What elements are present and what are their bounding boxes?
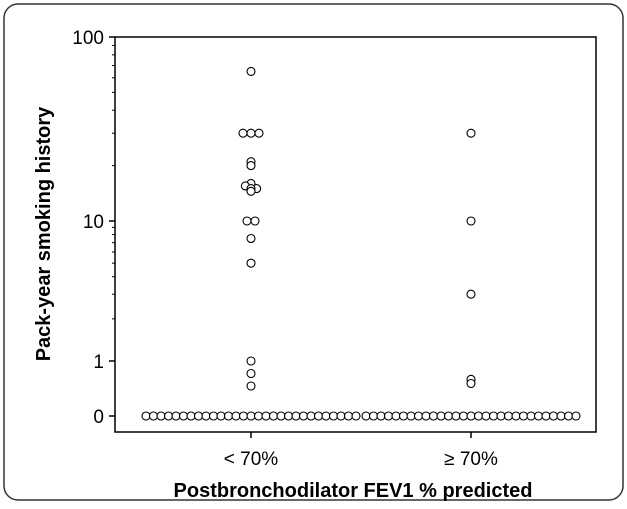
data-point: [250, 216, 260, 226]
data-point-zero: [436, 411, 446, 421]
data-point-zero: [276, 411, 286, 421]
data-point: [246, 161, 256, 171]
data-point-zero: [336, 411, 346, 421]
data-point-zero: [321, 411, 331, 421]
data-point: [246, 186, 256, 196]
data-point-zero: [376, 411, 386, 421]
data-point: [246, 356, 256, 366]
data-point-zero: [518, 411, 529, 421]
data-point-zero: [496, 411, 506, 421]
data-point-zero: [178, 411, 189, 421]
data-point: [246, 66, 256, 76]
data-points: [141, 66, 581, 421]
data-point-zero: [481, 411, 491, 421]
data-point-zero: [351, 411, 361, 421]
data-point-zero: [548, 411, 559, 421]
data-point-zero: [268, 411, 279, 421]
data-point-zero: [556, 411, 566, 421]
data-point: [466, 128, 476, 138]
data-point-zero: [193, 411, 204, 421]
data-point-zero: [208, 411, 219, 421]
data-point: [254, 128, 264, 138]
data-point-zero: [571, 411, 581, 421]
data-point-zero: [458, 411, 469, 421]
data-point-zero: [406, 411, 416, 421]
y-axis: 0 1 10 100: [72, 28, 115, 428]
data-point-zero: [216, 411, 226, 421]
data-point-zero: [141, 411, 151, 421]
data-point-zero: [391, 411, 401, 421]
data-point-zero: [313, 411, 324, 421]
x-tick-label: < 70%: [224, 449, 279, 470]
data-point-zero: [466, 411, 476, 421]
data-point-zero: [261, 411, 271, 421]
data-point: [242, 216, 252, 226]
data-point: [466, 289, 476, 299]
x-axis-title: Postbronchodilator FEV1 % predicted: [174, 480, 533, 502]
data-point-zero: [163, 411, 174, 421]
x-axis: < 70% ≥ 70%: [224, 432, 498, 470]
data-point: [246, 258, 256, 268]
data-point-zero: [533, 411, 544, 421]
data-point-zero: [306, 411, 316, 421]
data-point-zero: [171, 411, 181, 421]
data-point-zero: [156, 411, 166, 421]
data-point-zero: [383, 411, 394, 421]
data-point-zero: [421, 411, 431, 421]
data-point: [466, 216, 476, 226]
data-point-zero: [428, 411, 439, 421]
y-tick-label: 1: [93, 352, 104, 373]
data-point-zero: [361, 411, 371, 421]
data-point-zero: [291, 411, 301, 421]
outer-border: [3, 3, 624, 501]
y-tick-label: 10: [83, 212, 104, 233]
y-tick-label: 0: [93, 407, 104, 428]
y-tick-label: 100: [72, 28, 104, 49]
data-point: [246, 381, 256, 391]
data-point-zero: [283, 411, 294, 421]
data-point: [246, 368, 256, 379]
data-point-zero: [451, 411, 461, 421]
data-point-zero: [298, 411, 309, 421]
data-point-zero: [231, 411, 241, 421]
data-point-zero: [541, 411, 551, 421]
data-point-zero: [186, 411, 196, 421]
data-point-zero: [398, 411, 409, 421]
data-point: [246, 128, 256, 138]
x-tick-label: ≥ 70%: [444, 449, 498, 470]
plot-area: [114, 36, 597, 433]
data-point-zero: [473, 411, 484, 421]
data-point-zero: [526, 411, 536, 421]
data-point-zero: [343, 411, 354, 421]
data-point-zero: [223, 411, 234, 421]
data-point: [246, 233, 256, 244]
data-point: [238, 128, 248, 138]
data-point: [466, 378, 476, 389]
y-axis-title: Pack-year smoking history: [33, 106, 55, 361]
data-point-zero: [413, 411, 424, 421]
data-point-zero: [503, 411, 514, 421]
data-point-zero: [563, 411, 574, 421]
data-point-zero: [201, 411, 211, 421]
data-point-zero: [328, 411, 339, 421]
data-point-zero: [443, 411, 454, 421]
data-point-zero: [488, 411, 499, 421]
data-point-zero: [511, 411, 521, 421]
data-point-zero: [368, 411, 379, 421]
data-point-zero: [253, 411, 264, 421]
data-point-zero: [238, 411, 249, 421]
data-point-zero: [246, 411, 256, 421]
data-point-zero: [148, 411, 159, 421]
